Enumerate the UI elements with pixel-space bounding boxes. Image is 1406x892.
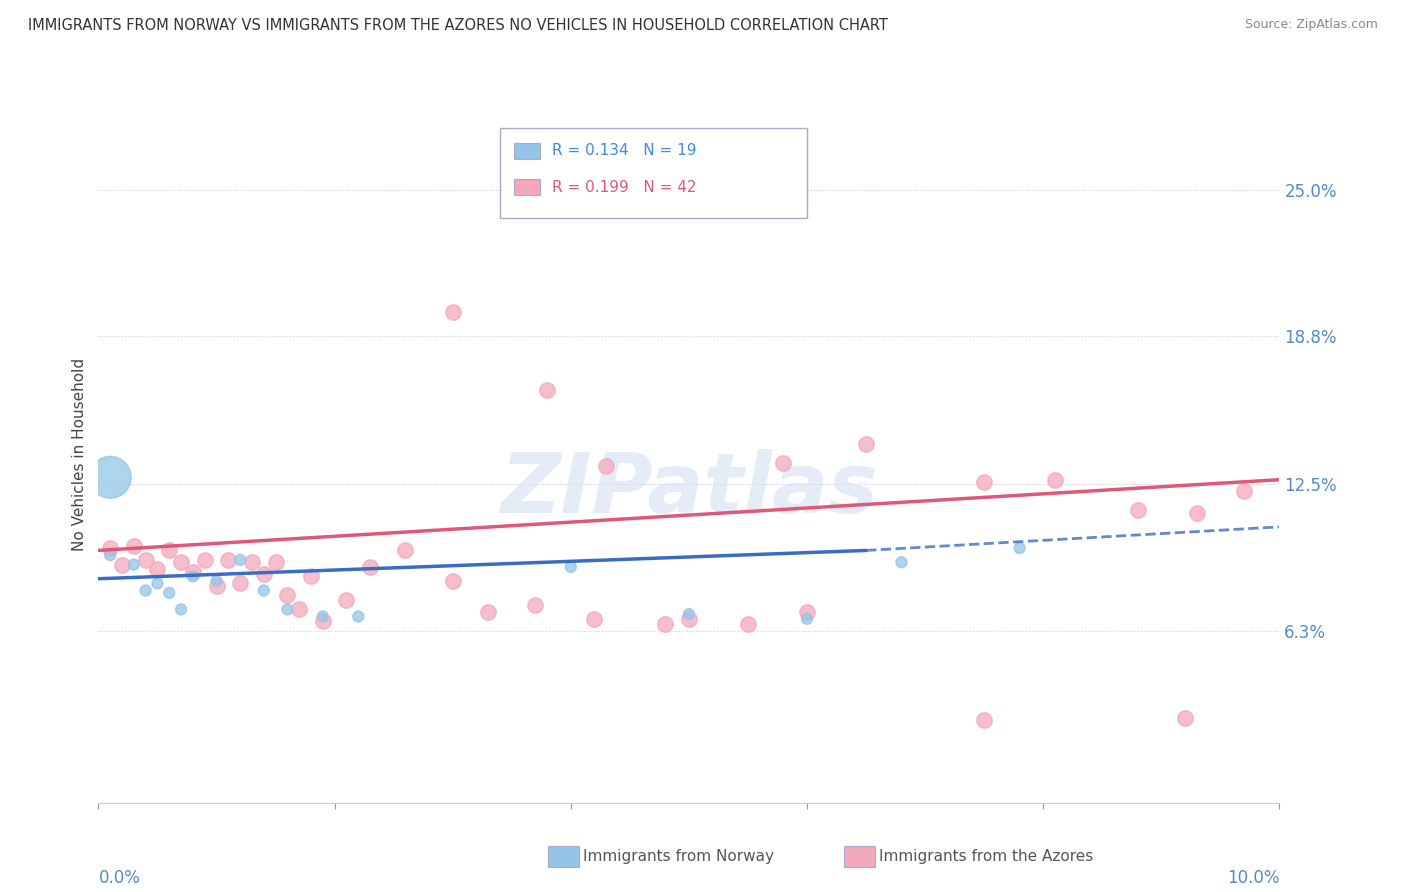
Point bbox=[205, 579, 228, 593]
Point bbox=[595, 458, 617, 473]
Point bbox=[157, 543, 180, 558]
Text: Source: ZipAtlas.com: Source: ZipAtlas.com bbox=[1244, 18, 1378, 31]
Point bbox=[855, 437, 877, 451]
Point bbox=[536, 383, 558, 397]
Point bbox=[264, 555, 287, 569]
Point bbox=[441, 574, 464, 588]
FancyBboxPatch shape bbox=[515, 179, 540, 194]
Point bbox=[170, 555, 193, 569]
Point bbox=[560, 560, 582, 574]
FancyBboxPatch shape bbox=[501, 128, 807, 219]
Point bbox=[98, 470, 121, 484]
Point bbox=[1008, 541, 1031, 555]
Point bbox=[288, 602, 311, 616]
Point bbox=[276, 588, 298, 602]
Point bbox=[111, 558, 134, 572]
Point bbox=[394, 543, 416, 558]
Text: Immigrants from the Azores: Immigrants from the Azores bbox=[879, 849, 1092, 863]
Point bbox=[973, 475, 995, 489]
Point bbox=[229, 553, 252, 567]
Point bbox=[973, 713, 995, 727]
Point bbox=[441, 305, 464, 319]
Point bbox=[170, 602, 193, 616]
Point bbox=[772, 456, 794, 470]
Point bbox=[181, 569, 204, 583]
Point bbox=[181, 565, 204, 579]
Point bbox=[205, 574, 228, 588]
Point bbox=[1185, 506, 1208, 520]
Text: R = 0.199   N = 42: R = 0.199 N = 42 bbox=[553, 179, 696, 194]
Point bbox=[98, 548, 121, 562]
Point bbox=[253, 583, 276, 598]
Point bbox=[157, 586, 180, 600]
Point bbox=[253, 567, 276, 582]
Point bbox=[135, 583, 157, 598]
Point bbox=[146, 576, 169, 591]
Point bbox=[524, 598, 547, 612]
Point bbox=[194, 553, 217, 567]
Text: 10.0%: 10.0% bbox=[1227, 869, 1279, 887]
Text: 0.0%: 0.0% bbox=[98, 869, 141, 887]
Point bbox=[347, 609, 370, 624]
Text: IMMIGRANTS FROM NORWAY VS IMMIGRANTS FROM THE AZORES NO VEHICLES IN HOUSEHOLD CO: IMMIGRANTS FROM NORWAY VS IMMIGRANTS FRO… bbox=[28, 18, 889, 33]
Point bbox=[796, 612, 818, 626]
Point bbox=[654, 616, 676, 631]
Point bbox=[678, 612, 700, 626]
Point bbox=[276, 602, 298, 616]
Point bbox=[240, 555, 263, 569]
Point bbox=[737, 616, 759, 631]
Point bbox=[1126, 503, 1149, 517]
Point bbox=[217, 553, 239, 567]
Point bbox=[312, 614, 335, 628]
Text: Immigrants from Norway: Immigrants from Norway bbox=[583, 849, 775, 863]
Y-axis label: No Vehicles in Household: No Vehicles in Household bbox=[72, 359, 87, 551]
Point bbox=[1174, 711, 1197, 725]
Point bbox=[1043, 473, 1066, 487]
Text: ZIPatlas: ZIPatlas bbox=[501, 450, 877, 530]
Point bbox=[98, 541, 121, 555]
Text: R = 0.134   N = 19: R = 0.134 N = 19 bbox=[553, 144, 696, 159]
Point bbox=[1233, 484, 1256, 499]
Point bbox=[359, 560, 381, 574]
Point bbox=[335, 593, 357, 607]
Point bbox=[135, 553, 157, 567]
Point bbox=[312, 609, 335, 624]
Point bbox=[146, 562, 169, 576]
Point bbox=[299, 569, 322, 583]
Point bbox=[796, 605, 818, 619]
Point bbox=[477, 605, 499, 619]
Point bbox=[890, 555, 912, 569]
Point bbox=[229, 576, 252, 591]
Point bbox=[583, 612, 606, 626]
Point bbox=[678, 607, 700, 621]
FancyBboxPatch shape bbox=[515, 144, 540, 159]
Point bbox=[122, 539, 145, 553]
Point bbox=[122, 558, 145, 572]
